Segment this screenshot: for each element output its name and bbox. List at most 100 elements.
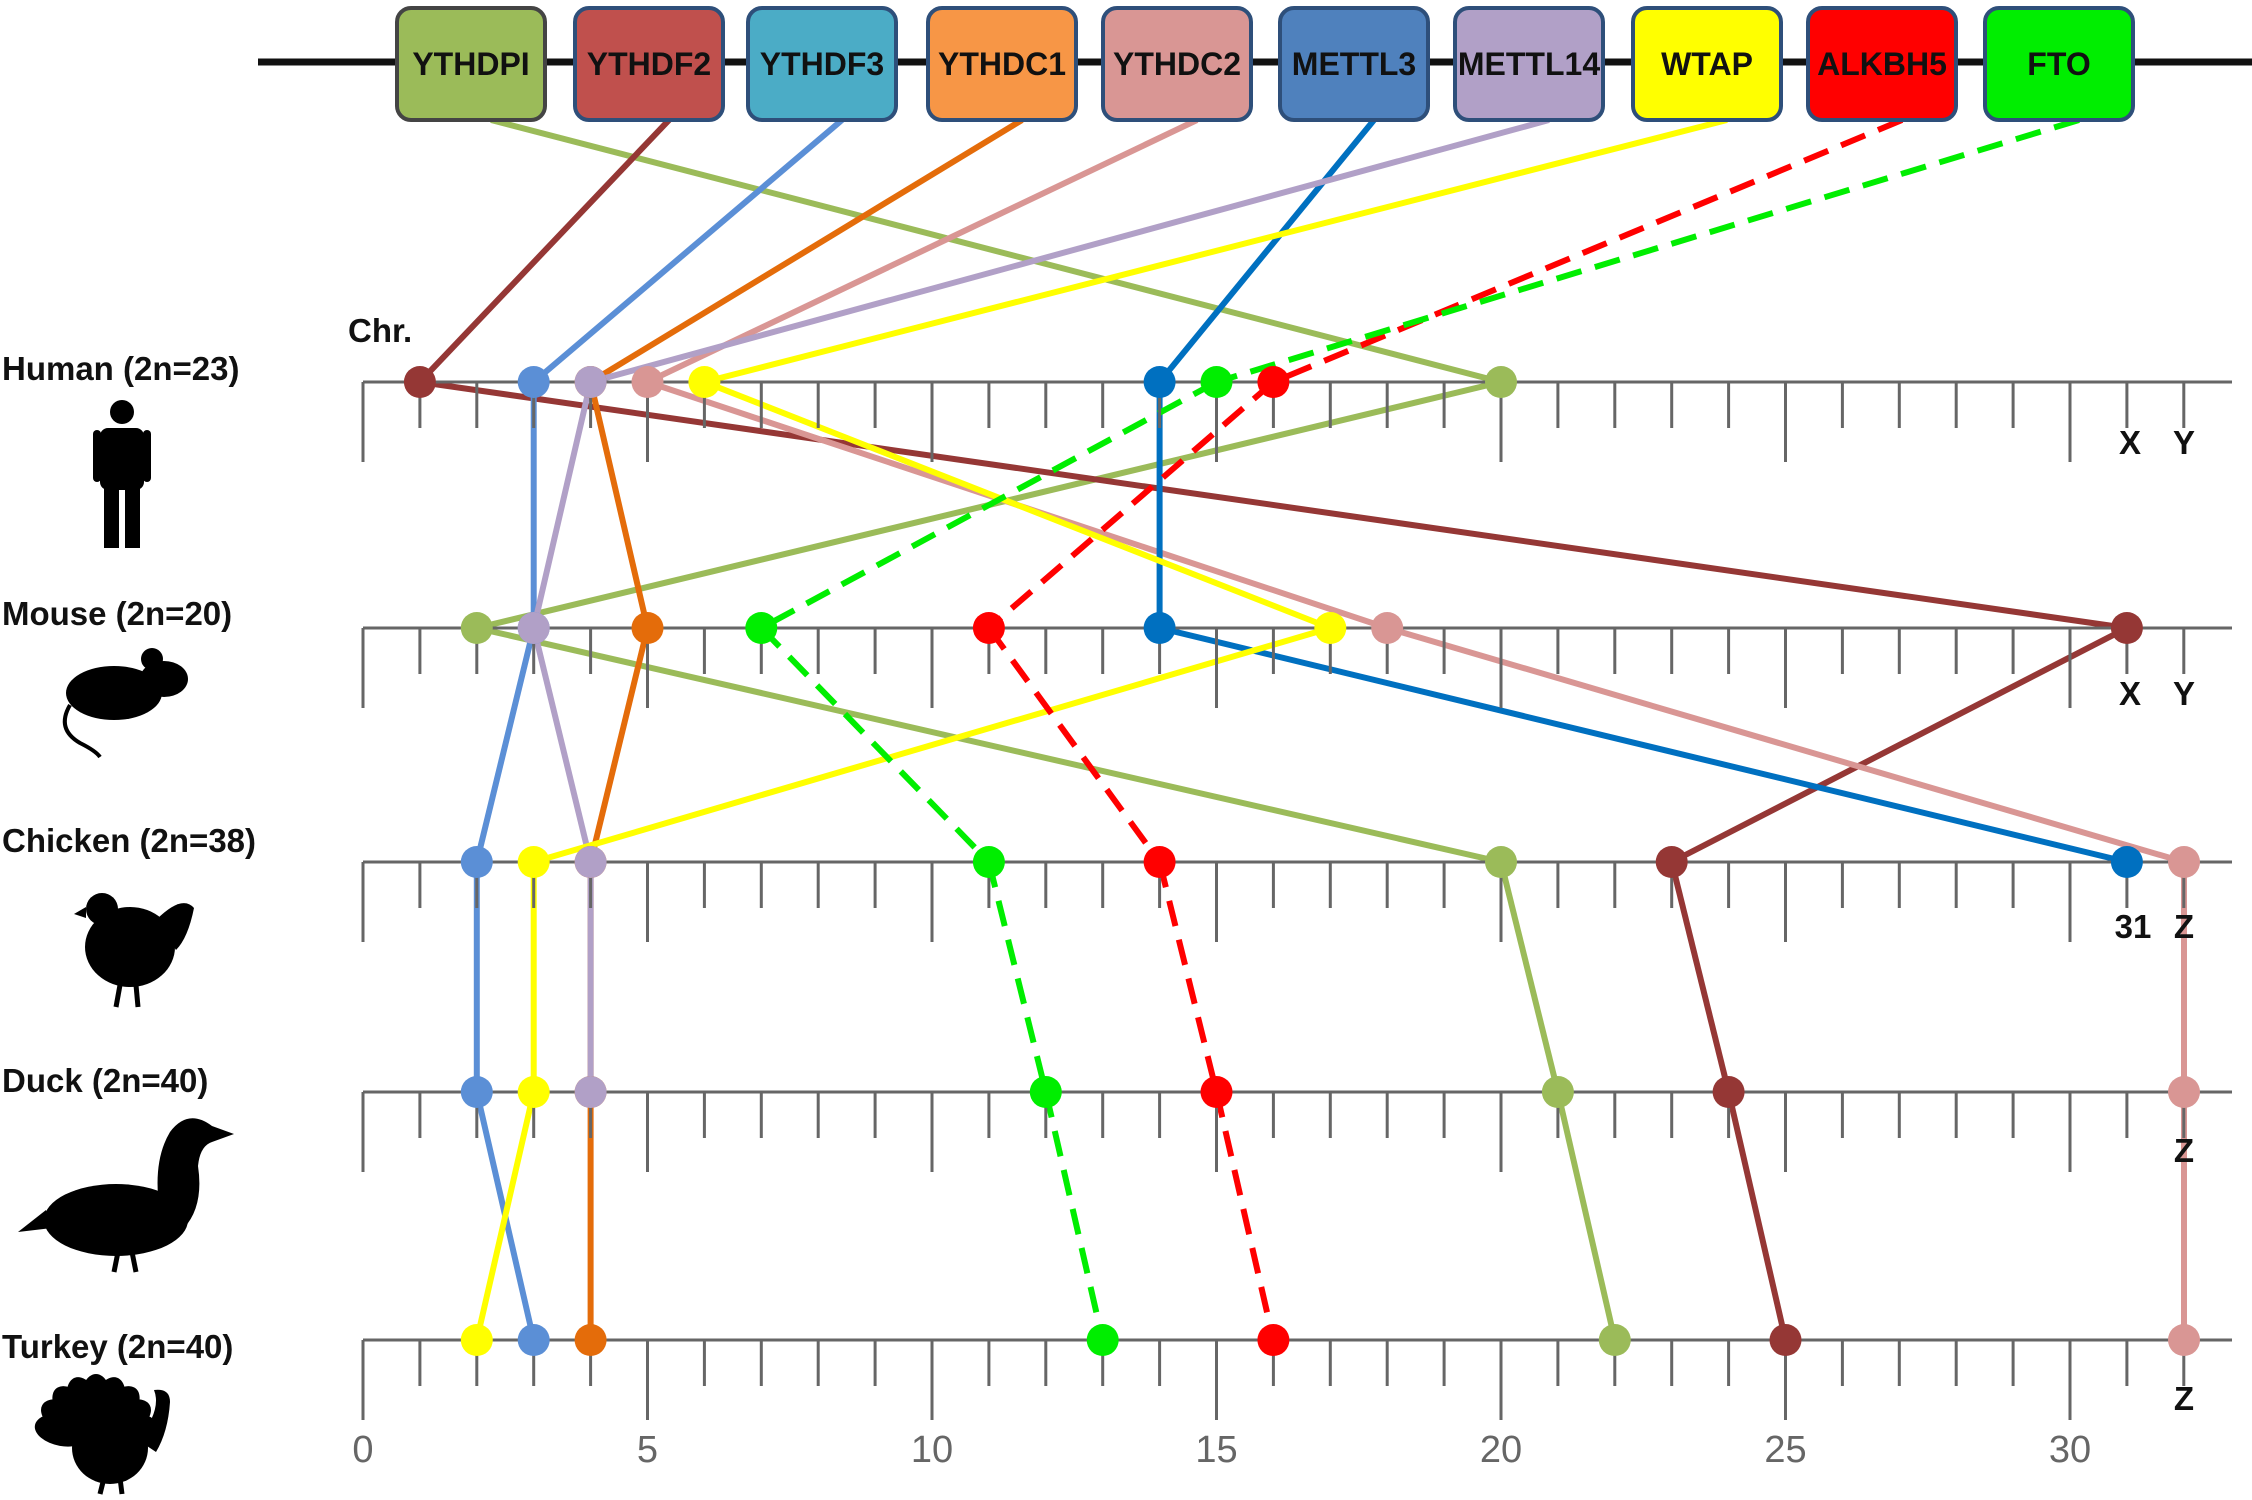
gene-label: FTO (2027, 46, 2090, 82)
gene-box-alkbh5: ALKBH5 (1806, 6, 1958, 122)
gene-dot-mettl14 (574, 1076, 607, 1108)
turkey-silhouette-icon (34, 1374, 170, 1495)
gene-dot-ythdpi (1541, 1076, 1574, 1108)
connector-ythdf3 (473, 117, 844, 1341)
gene-dot-mettl3 (2110, 846, 2143, 878)
x-axis-numbers: 0 5 10 15 20 25 30 (352, 1429, 2091, 1471)
gene-label: YTHDC2 (1113, 46, 1241, 82)
gene-box-ythdc1: YTHDC1 (926, 6, 1078, 122)
gene-box-ythdc2: YTHDC2 (1101, 6, 1253, 122)
gene-header: YTHDPI YTHDF2 YTHDF3 YTHDC1 YTHDC2 METTL3 METT… (258, 6, 2252, 122)
species-label: Turkey (2n=40) (2, 1328, 233, 1365)
x-tick-label: 0 (352, 1429, 373, 1471)
gene-label: YTHDF2 (587, 46, 711, 82)
gene-dot-ythdc2 (2168, 1324, 2200, 1356)
gene-dot-fto (745, 612, 778, 644)
gene-dot-fto (972, 846, 1005, 878)
x-tick-label: 30 (2049, 1429, 2091, 1471)
duck-silhouette-icon (18, 1118, 234, 1273)
gene-dot-alkbh5 (1257, 1324, 1290, 1356)
gene-dot-fto (1029, 1076, 1062, 1108)
axis-2 (361, 626, 2232, 708)
connector-fto (759, 117, 2080, 1341)
gene-dot-ythdc2 (2168, 1076, 2200, 1108)
gene-dot-wtap (460, 1324, 493, 1356)
gene-dot-mettl3 (1143, 612, 1176, 644)
gene-label: METTL3 (1292, 46, 1416, 82)
gene-dot-ythdf2 (1712, 1076, 1745, 1108)
sex-chromosome-label: Z (2174, 1132, 2194, 1169)
mouse-silhouette-icon (62, 648, 188, 759)
gene-dot-mettl3 (1143, 366, 1176, 398)
x-tick-label: 10 (911, 1429, 953, 1471)
gene-dot-ythdf3 (517, 1324, 550, 1356)
x-tick-label: 15 (1195, 1429, 1237, 1471)
species-icons (18, 400, 234, 1495)
gene-dot-ythdc1 (574, 1324, 607, 1356)
gene-dot-ythdc1 (631, 612, 664, 644)
chromosome-dots (403, 366, 2200, 1356)
gene-dot-wtap (1314, 612, 1347, 644)
gene-label: METTL14 (1458, 46, 1600, 82)
gene-dot-ythdc2 (631, 366, 664, 398)
gene-box-mettl14: METTL14 (1453, 6, 1605, 122)
gene-dot-ythdpi (460, 612, 493, 644)
gene-connector-lines (417, 117, 2187, 1341)
gene-dot-ythdf3 (460, 1076, 493, 1108)
gene-box-mettl3: METTL3 (1278, 6, 1430, 122)
gene-dot-ythdpi (1485, 366, 1517, 398)
sex-chromosome-label: Y (2173, 424, 2195, 461)
gene-dot-ythdpi (1598, 1324, 1631, 1356)
sex-chromosome-label: Z (2174, 908, 2194, 945)
species-label: Chicken (2n=38) (2, 822, 256, 859)
x-tick-label: 25 (1764, 1429, 1806, 1471)
gene-dot-alkbh5 (972, 612, 1005, 644)
connector-ythdf2 (417, 117, 2129, 1341)
gene-dot-ythdf2 (403, 366, 436, 398)
gene-dot-ythdf2 (1769, 1324, 1802, 1356)
sex-chromosome-label: Y (2173, 675, 2195, 712)
species-label: Duck (2n=40) (2, 1062, 208, 1099)
gene-dot-mettl14 (574, 846, 607, 878)
gene-box-ythdf2: YTHDF2 (573, 6, 725, 122)
axis-4 (361, 1090, 2232, 1172)
gene-dot-wtap (688, 366, 721, 398)
gene-box-fto: FTO (1983, 6, 2135, 122)
gene-label: WTAP (1661, 46, 1753, 82)
species-label: Human (2n=23) (2, 350, 239, 387)
gene-label: YTHDPI (412, 46, 529, 82)
sex-chromosome-label: Z (2174, 1380, 2194, 1417)
gene-label: YTHDF3 (760, 46, 884, 82)
gene-dot-alkbh5 (1143, 846, 1176, 878)
species-label: Mouse (2n=20) (2, 595, 232, 632)
sex-chromosome-label: 31 (2115, 908, 2152, 945)
gene-box-wtap: WTAP (1631, 6, 1783, 122)
gene-dot-mettl14 (517, 612, 550, 644)
gene-dot-ythdc2 (2168, 846, 2200, 878)
gene-dot-ythdf3 (517, 366, 550, 398)
gene-dot-wtap (517, 846, 550, 878)
gene-dot-fto (1200, 366, 1233, 398)
gene-dot-fto (1086, 1324, 1119, 1356)
gene-box-ythdpi: YTHDPI (395, 6, 547, 122)
gene-dot-alkbh5 (1257, 366, 1290, 398)
gene-dot-ythdpi (1485, 846, 1517, 878)
gene-label: YTHDC1 (938, 46, 1066, 82)
axis-5 (361, 1338, 2232, 1420)
x-tick-label: 20 (1480, 1429, 1522, 1471)
connector-wtap (473, 117, 1728, 1341)
chr-label: Chr. (348, 312, 412, 349)
gene-dot-ythdf3 (460, 846, 493, 878)
gene-box-ythdf3: YTHDF3 (746, 6, 898, 122)
human-silhouette-icon (93, 400, 151, 548)
axis-3 (361, 860, 2232, 942)
sex-chromosome-label: X (2119, 424, 2141, 461)
gene-dot-ythdf2 (2110, 612, 2143, 644)
chicken-silhouette-icon (74, 893, 194, 1008)
gene-dot-wtap (517, 1076, 550, 1108)
gene-label: ALKBH5 (1817, 46, 1947, 82)
gene-dot-alkbh5 (1200, 1076, 1233, 1108)
chromosome-axes (361, 380, 2232, 1420)
